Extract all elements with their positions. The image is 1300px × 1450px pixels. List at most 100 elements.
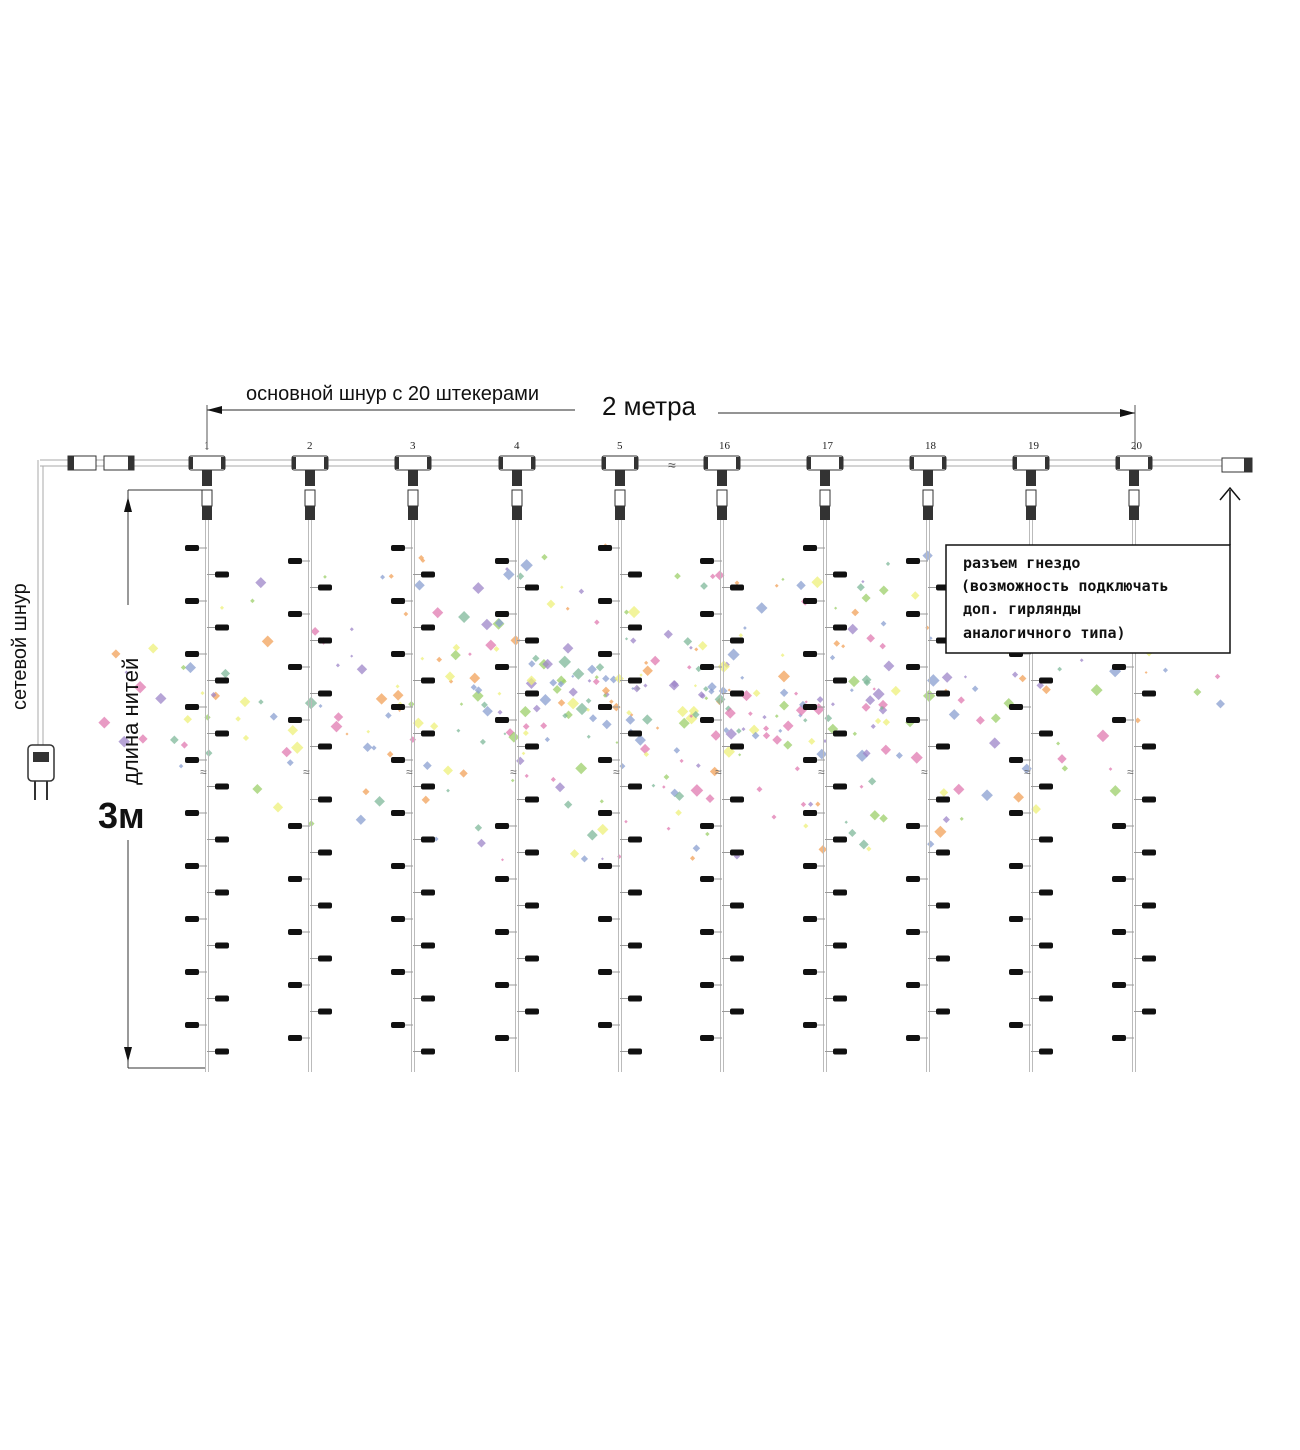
watermark-dot xyxy=(780,653,785,658)
watermark-dot xyxy=(693,684,697,688)
bulb-icon xyxy=(906,1035,920,1041)
watermark-dot xyxy=(692,844,701,852)
watermark-dot xyxy=(600,857,604,861)
watermark-dot xyxy=(811,576,824,589)
watermark-dots xyxy=(98,543,1225,863)
watermark-dot xyxy=(124,670,129,675)
width-label: 2 метра xyxy=(602,391,697,421)
watermark-dot xyxy=(878,585,889,596)
bulb-icon xyxy=(803,916,817,922)
bulb-icon xyxy=(495,558,509,564)
bulb-icon xyxy=(730,584,744,591)
watermark-dot xyxy=(118,735,131,748)
bulb-icon xyxy=(318,690,332,697)
bulb-icon xyxy=(803,545,817,551)
bulb-icon xyxy=(833,995,847,1002)
watermark-dot xyxy=(261,635,274,648)
watermark-dot xyxy=(861,593,871,603)
watermark-dot xyxy=(472,582,485,595)
bulb-icon xyxy=(421,995,435,1002)
watermark-dot xyxy=(1108,767,1113,771)
watermark-dot xyxy=(948,709,960,721)
bulb-icon xyxy=(730,637,744,644)
watermark-dot xyxy=(678,717,690,729)
bulb-icon xyxy=(525,955,539,962)
watermark-dot xyxy=(1162,667,1168,673)
watermark-dot xyxy=(310,627,320,636)
svg-text:≈: ≈ xyxy=(613,765,620,779)
bulb-icon xyxy=(391,1022,405,1028)
bulb-icon xyxy=(1112,876,1126,882)
watermark-dot xyxy=(1193,688,1202,696)
watermark-dot xyxy=(594,619,600,625)
bulb-icon xyxy=(936,955,950,962)
bulb-icon xyxy=(185,598,199,604)
watermark-dot xyxy=(847,623,859,635)
bulb-icon xyxy=(906,664,920,670)
bulb-icon xyxy=(525,796,539,803)
watermark-dot xyxy=(911,591,920,600)
watermark-dot xyxy=(565,606,570,611)
bulb-icon xyxy=(803,704,817,710)
bulb-icon xyxy=(936,690,950,697)
watermark-dot xyxy=(155,692,167,705)
watermark-dot xyxy=(539,694,552,706)
bulb-icon xyxy=(936,743,950,750)
watermark-dot xyxy=(371,745,377,751)
bulb-icon xyxy=(495,929,509,935)
bulb-icon xyxy=(288,558,302,564)
watermark-dot xyxy=(880,620,887,627)
watermark-dot xyxy=(704,696,709,701)
watermark-dot xyxy=(679,758,684,763)
bulb-icon xyxy=(598,863,612,869)
watermark-dot xyxy=(1215,699,1225,709)
length-value: 3м xyxy=(98,795,145,836)
watermark-dot xyxy=(430,722,439,731)
watermark-dot xyxy=(497,709,503,715)
bulb-icon xyxy=(628,836,642,843)
strand-number: 18 xyxy=(925,440,937,452)
watermark-dot xyxy=(851,608,860,617)
watermark-dot xyxy=(755,602,768,614)
bulb-icon xyxy=(1009,916,1023,922)
output-socket-connector xyxy=(1221,457,1253,473)
watermark-dot xyxy=(861,702,871,712)
bulb-icon xyxy=(628,1048,642,1055)
bulb-icon xyxy=(598,651,612,657)
watermark-dot xyxy=(633,684,641,693)
watermark-dot xyxy=(1090,684,1103,697)
watermark-dot xyxy=(586,829,598,841)
watermark-dot xyxy=(650,655,661,666)
watermark-dot xyxy=(479,738,486,745)
watermark-dot xyxy=(1012,671,1019,678)
bulb-icon xyxy=(495,611,509,617)
watermark-dot xyxy=(414,579,425,591)
watermark-dot xyxy=(756,786,763,793)
watermark-dot xyxy=(856,583,865,592)
watermark-dot xyxy=(668,680,680,691)
watermark-dot xyxy=(700,582,708,590)
watermark-dot xyxy=(772,735,782,745)
watermark-dot xyxy=(392,689,404,701)
watermark-dot xyxy=(362,788,370,796)
watermark-dot xyxy=(421,795,430,805)
watermark-dot xyxy=(482,705,493,717)
bulb-icon xyxy=(1039,942,1053,949)
bulb-icon xyxy=(628,995,642,1002)
bulb-icon xyxy=(288,876,302,882)
watermark-dot xyxy=(242,734,250,742)
watermark-dot xyxy=(963,675,968,679)
watermark-dot xyxy=(586,734,591,739)
bulb-icon xyxy=(525,637,539,644)
watermark-dot xyxy=(796,580,806,591)
bulb-icon xyxy=(598,969,612,975)
bulb-icon xyxy=(495,876,509,882)
watermark-dot xyxy=(697,691,705,699)
strand-length-label: длина нитей xyxy=(118,658,143,785)
watermark-dot xyxy=(872,687,876,691)
bulb-icon xyxy=(215,730,229,737)
watermark-dot xyxy=(345,732,349,736)
bulb-icon xyxy=(1142,955,1156,962)
watermark-dot xyxy=(615,741,619,744)
